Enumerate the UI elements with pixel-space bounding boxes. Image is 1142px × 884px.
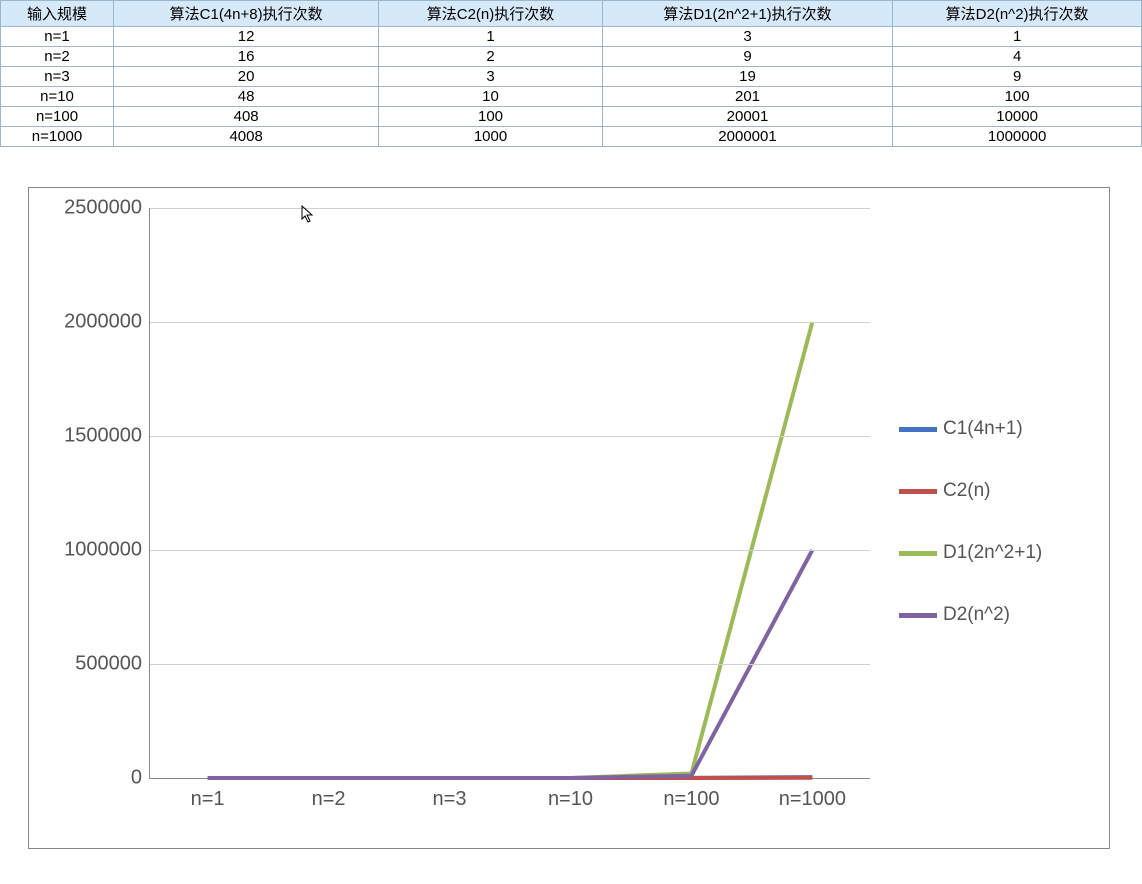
legend-swatch	[899, 427, 937, 432]
table-header: 算法C1(4n+8)执行次数	[114, 1, 379, 27]
table-cell: 4	[893, 47, 1142, 67]
table-cell: n=3	[1, 67, 114, 87]
legend-item: D1(2n^2+1)	[899, 542, 1042, 564]
y-axis-label: 1000000	[64, 539, 150, 562]
table-row: n=112131	[1, 27, 1142, 47]
grid-line	[150, 664, 870, 665]
table-cell: 9	[893, 67, 1142, 87]
chart-legend: C1(4n+1) C2(n) D1(2n^2+1) D2(n^2)	[899, 418, 1042, 666]
y-axis-label: 500000	[75, 653, 150, 676]
table-cell: 1	[893, 27, 1142, 47]
x-axis-label: n=10	[548, 778, 593, 811]
legend-label: C1(4n+1)	[943, 418, 1023, 440]
x-axis-label: n=1000	[779, 778, 846, 811]
table-cell: 1	[379, 27, 603, 47]
table-cell: 201	[602, 87, 892, 107]
table-header: 输入规模	[1, 1, 114, 27]
table-cell: 3	[379, 67, 603, 87]
table-cell: 1000	[379, 127, 603, 147]
legend-item: D2(n^2)	[899, 604, 1042, 626]
line-chart: 0 500000 1000000 1500000 2000000 2500000 n=1 n=…	[28, 187, 1110, 849]
table-cell: 1000000	[893, 127, 1142, 147]
chart-lines	[150, 208, 870, 778]
grid-line	[150, 550, 870, 551]
x-axis-label: n=100	[663, 778, 719, 811]
legend-label: C2(n)	[943, 480, 991, 502]
table-cell: n=1	[1, 27, 114, 47]
table-cell: 19	[602, 67, 892, 87]
plot-area: 05000001000000150000020000002500000n=1n=…	[149, 208, 870, 779]
table-row: n=1004081002000110000	[1, 107, 1142, 127]
grid-line	[150, 436, 870, 437]
table-cell: 2	[379, 47, 603, 67]
table-cell: 2000001	[602, 127, 892, 147]
table-cell: 9	[602, 47, 892, 67]
table-cell: 48	[114, 87, 379, 107]
y-axis-label: 2000000	[64, 311, 150, 334]
legend-item: C1(4n+1)	[899, 418, 1042, 440]
table-row: n=104810201100	[1, 87, 1142, 107]
y-axis-label: 1500000	[64, 425, 150, 448]
y-axis-label: 2500000	[64, 197, 150, 220]
table-cell: n=10	[1, 87, 114, 107]
y-axis-label: 0	[131, 767, 150, 790]
table-row: n=3203199	[1, 67, 1142, 87]
grid-line	[150, 322, 870, 323]
table-cell: 408	[114, 107, 379, 127]
table-header: 算法D1(2n^2+1)执行次数	[602, 1, 892, 27]
legend-label: D1(2n^2+1)	[943, 542, 1042, 564]
x-axis-label: n=3	[433, 778, 467, 811]
table-cell: 16	[114, 47, 379, 67]
table-header: 算法D2(n^2)执行次数	[893, 1, 1142, 27]
table-cell: 20001	[602, 107, 892, 127]
x-axis-label: n=2	[312, 778, 346, 811]
table-cell: n=1000	[1, 127, 114, 147]
table-cell: 4008	[114, 127, 379, 147]
legend-item: C2(n)	[899, 480, 1042, 502]
data-table: 输入规模算法C1(4n+8)执行次数算法C2(n)执行次数算法D1(2n^2+1…	[0, 0, 1142, 147]
table-cell: 10	[379, 87, 603, 107]
table-cell: 20	[114, 67, 379, 87]
table-row: n=216294	[1, 47, 1142, 67]
x-axis-label: n=1	[191, 778, 225, 811]
legend-swatch	[899, 489, 937, 494]
legend-swatch	[899, 551, 937, 556]
grid-line	[150, 208, 870, 209]
legend-label: D2(n^2)	[943, 604, 1010, 626]
table-cell: 12	[114, 27, 379, 47]
table-cell: n=100	[1, 107, 114, 127]
table-cell: 3	[602, 27, 892, 47]
table-cell: 100	[893, 87, 1142, 107]
table-header: 算法C2(n)执行次数	[379, 1, 603, 27]
table-cell: 10000	[893, 107, 1142, 127]
cursor-icon	[299, 204, 319, 229]
table-cell: 100	[379, 107, 603, 127]
table-cell: n=2	[1, 47, 114, 67]
legend-swatch	[899, 613, 937, 618]
table-row: n=10004008100020000011000000	[1, 127, 1142, 147]
